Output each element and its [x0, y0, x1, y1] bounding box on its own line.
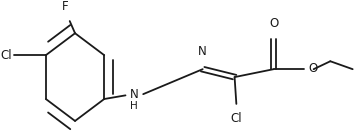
Text: N: N [130, 88, 139, 101]
Text: H: H [130, 101, 138, 111]
Text: O: O [269, 17, 278, 30]
Text: N: N [198, 45, 207, 58]
Text: F: F [62, 0, 69, 13]
Text: Cl: Cl [230, 112, 242, 125]
Text: Cl: Cl [1, 49, 12, 62]
Text: O: O [308, 62, 317, 75]
